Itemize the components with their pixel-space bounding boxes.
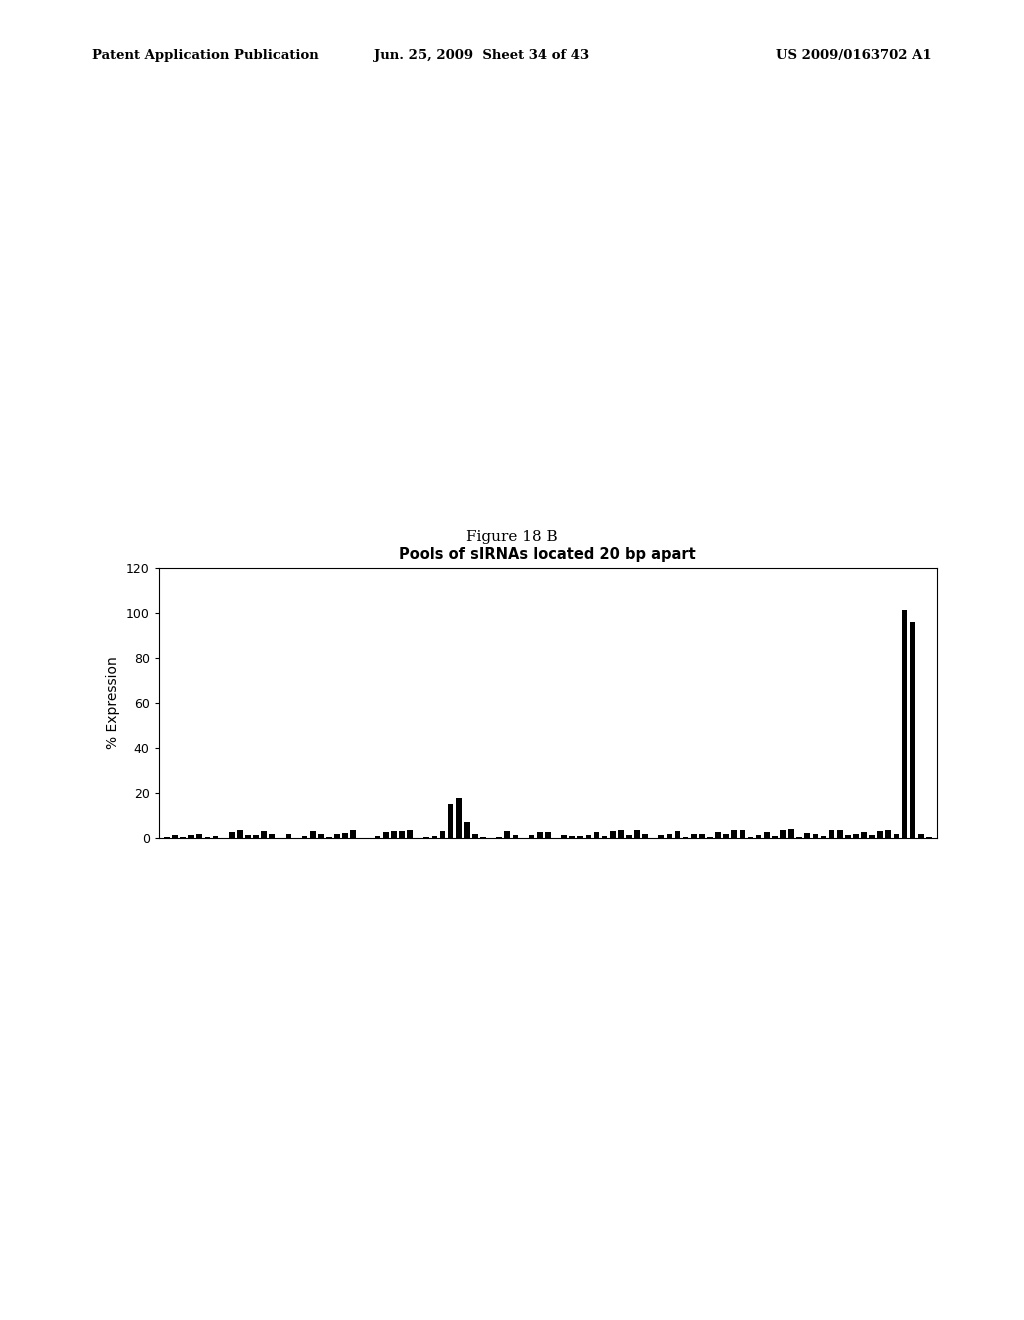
Bar <box>853 834 859 838</box>
Bar <box>918 834 924 838</box>
Text: US 2009/0163702 A1: US 2009/0163702 A1 <box>776 49 932 62</box>
Bar <box>675 832 680 838</box>
Bar <box>828 830 835 838</box>
Bar <box>431 836 437 838</box>
Text: Figure 18 B: Figure 18 B <box>466 529 558 544</box>
Bar <box>723 834 729 838</box>
Bar <box>748 837 754 838</box>
Bar <box>869 834 874 838</box>
Bar <box>464 822 470 838</box>
Bar <box>602 837 607 838</box>
Bar <box>820 837 826 838</box>
Y-axis label: % Expression: % Expression <box>106 656 120 750</box>
Bar <box>667 833 673 838</box>
Bar <box>286 834 291 838</box>
Bar <box>894 834 899 838</box>
Bar <box>772 836 777 838</box>
Bar <box>375 836 381 838</box>
Bar <box>505 830 510 838</box>
Bar <box>780 830 785 838</box>
Bar <box>545 832 551 838</box>
Bar <box>497 837 502 838</box>
Bar <box>886 830 891 838</box>
Bar <box>399 830 404 838</box>
Text: Jun. 25, 2009  Sheet 34 of 43: Jun. 25, 2009 Sheet 34 of 43 <box>374 49 589 62</box>
Bar <box>383 833 388 838</box>
Bar <box>756 834 762 838</box>
Bar <box>342 833 348 838</box>
Bar <box>861 833 867 838</box>
Bar <box>805 833 810 838</box>
Bar <box>902 610 907 838</box>
Bar <box>188 836 194 838</box>
Bar <box>617 830 624 838</box>
Bar <box>253 834 259 838</box>
Bar <box>228 832 234 838</box>
Bar <box>528 836 535 838</box>
Bar <box>172 834 178 838</box>
Bar <box>350 830 356 838</box>
Bar <box>642 834 648 838</box>
Bar <box>764 832 770 838</box>
Bar <box>569 837 575 838</box>
Bar <box>537 833 543 838</box>
Bar <box>658 836 665 838</box>
Bar <box>634 829 640 838</box>
Bar <box>837 830 843 838</box>
Bar <box>909 622 915 838</box>
Bar <box>578 837 583 838</box>
Bar <box>423 837 429 838</box>
Bar <box>610 832 615 838</box>
Bar <box>269 834 275 838</box>
Bar <box>439 832 445 838</box>
Bar <box>391 832 396 838</box>
Bar <box>788 829 794 838</box>
Bar <box>561 834 567 838</box>
Bar <box>326 837 332 838</box>
Bar <box>691 834 696 838</box>
Bar <box>408 830 413 838</box>
Bar <box>513 834 518 838</box>
Bar <box>456 797 462 838</box>
Bar <box>261 830 267 838</box>
Bar <box>334 834 340 838</box>
Bar <box>180 837 186 838</box>
Bar <box>318 834 324 838</box>
Bar <box>699 833 705 838</box>
Bar <box>310 832 315 838</box>
Text: Patent Application Publication: Patent Application Publication <box>92 49 318 62</box>
Bar <box>594 832 599 838</box>
Bar <box>302 836 307 838</box>
Title: Pools of sIRNAs located 20 bp apart: Pools of sIRNAs located 20 bp apart <box>399 548 696 562</box>
Bar <box>586 834 591 838</box>
Bar <box>245 836 251 838</box>
Bar <box>812 834 818 838</box>
Bar <box>213 836 218 838</box>
Bar <box>237 830 243 838</box>
Bar <box>739 830 745 838</box>
Bar <box>626 836 632 838</box>
Bar <box>845 834 851 838</box>
Bar <box>715 832 721 838</box>
Bar <box>472 834 478 838</box>
Bar <box>447 804 454 838</box>
Bar <box>878 830 883 838</box>
Bar <box>731 830 737 838</box>
Bar <box>197 834 202 838</box>
